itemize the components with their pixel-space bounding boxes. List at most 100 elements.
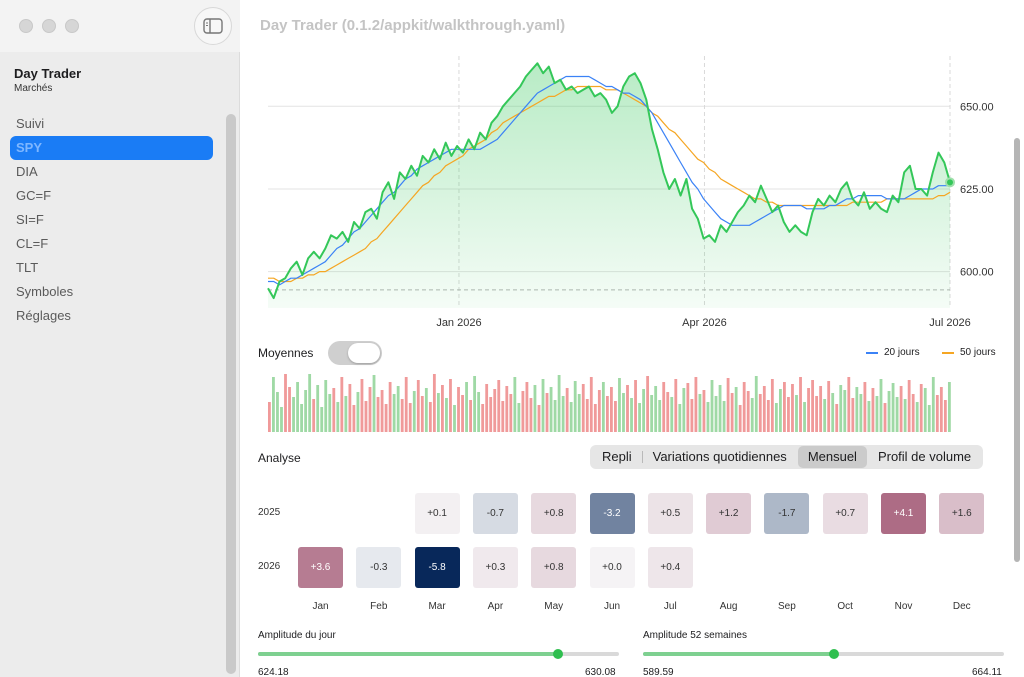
week52-range-track — [643, 649, 1004, 659]
sidebar-item-cl-f[interactable]: CL=F — [16, 236, 49, 251]
volume-bar — [565, 388, 569, 432]
volume-bar — [585, 399, 589, 432]
volume-bar — [525, 382, 529, 432]
legend-ma20: 20 jours — [866, 347, 920, 358]
volume-bar — [453, 405, 456, 432]
volume-bar — [935, 395, 939, 432]
sidebar-item-si-f[interactable]: SI=F — [16, 212, 44, 227]
volume-bar — [388, 382, 392, 432]
volume-bar — [561, 396, 565, 432]
volume-bar — [581, 384, 585, 432]
volume-bar — [541, 379, 545, 432]
volume-bar — [505, 386, 509, 432]
volume-bar — [400, 399, 404, 432]
close-window-button[interactable] — [19, 19, 33, 33]
volume-bar — [477, 392, 481, 432]
volume-bar — [787, 397, 790, 432]
tab-repli[interactable]: Repli — [602, 449, 632, 464]
heatmap-cell[interactable]: +0.0 — [589, 547, 635, 588]
analyse-segmented-control: Repli Variations quotidiennes Mensuel Profi… — [590, 445, 984, 469]
heatmap-cell[interactable]: +1.6 — [939, 493, 985, 534]
volume-bar — [778, 389, 782, 432]
volume-bar — [296, 382, 299, 432]
heatmap-cell[interactable]: -0.7 — [472, 493, 518, 534]
heatmap-cell[interactable]: +0.3 — [472, 547, 518, 588]
volume-bar — [328, 394, 332, 432]
heatmap-cell[interactable]: -0.3 — [356, 547, 402, 588]
heatmap-cell[interactable]: +3.6 — [298, 547, 343, 588]
sidebar-item-symboles[interactable]: Symboles — [16, 284, 74, 299]
heatmap-cell[interactable]: -5.8 — [414, 547, 460, 588]
heatmap-cell[interactable]: +0.5 — [647, 493, 693, 534]
volume-bar — [449, 379, 452, 432]
volume-bar — [887, 391, 891, 432]
heatmap-cell[interactable]: -1.7 — [764, 493, 810, 534]
sidebar-item-r-glages[interactable]: Réglages — [16, 308, 71, 323]
heatmap-cell[interactable]: +0.8 — [531, 547, 577, 588]
volume-bar — [614, 401, 617, 432]
volume-bar — [364, 401, 368, 432]
zoom-window-button[interactable] — [65, 19, 79, 33]
main-scrollbar[interactable] — [1014, 138, 1020, 562]
sidebar-item-suivi[interactable]: Suivi — [16, 116, 45, 131]
tab-mensuel[interactable]: Mensuel — [797, 446, 867, 468]
volume-bar — [372, 375, 376, 432]
heatmap-cell[interactable]: +0.7 — [822, 493, 868, 534]
heatmap-year-label: 2026 — [258, 561, 281, 572]
volume-bar — [734, 387, 738, 432]
volume-bar — [726, 378, 730, 432]
heatmap-cell[interactable]: +1.2 — [706, 493, 752, 534]
heatmap-cell[interactable]: +0.4 — [647, 547, 693, 588]
volume-bar — [626, 385, 629, 432]
heatmap-month-label: Sep — [777, 601, 796, 612]
volume-bar — [682, 388, 686, 432]
volume-bar — [284, 374, 287, 432]
legend-ma20-label: 20 jours — [884, 347, 920, 358]
sidebar-item-tlt[interactable]: TLT — [16, 260, 39, 275]
volume-bar — [875, 396, 879, 432]
minimize-window-button[interactable] — [42, 19, 56, 33]
volume-bar — [436, 393, 440, 432]
heatmap-cell[interactable]: +0.1 — [414, 493, 460, 534]
heatmap-month-label: Feb — [370, 601, 388, 612]
day-range-track — [258, 649, 619, 659]
price-chart[interactable]: 650.00 625.00 600.00 Jan 2026 Apr 2026 Jul 20… — [258, 52, 1008, 342]
volume-bar — [533, 385, 537, 432]
volume-bar — [927, 405, 931, 432]
volume-bar — [742, 382, 746, 432]
heatmap-cell[interactable]: +4.1 — [881, 493, 926, 534]
volume-bar — [348, 384, 352, 432]
window-title: Day Trader (0.1.2/appkit/walkthrough.yam… — [260, 17, 566, 34]
volume-bar — [352, 405, 356, 432]
volume-bar — [316, 385, 320, 432]
volume-bar — [597, 390, 601, 432]
volume-bar — [791, 384, 794, 432]
volume-bar — [686, 383, 690, 432]
tab-variations-quotidiennes[interactable]: Variations quotidiennes — [652, 449, 787, 464]
sidebar-toggle-button[interactable] — [194, 7, 232, 45]
volume-bar — [501, 401, 505, 432]
heatmap-cell[interactable]: -3.2 — [589, 493, 635, 534]
volume-bar — [577, 394, 581, 432]
heatmap-month-label: Jan — [312, 601, 329, 612]
volume-bar — [332, 388, 336, 432]
sidebar-scrollbar[interactable] — [226, 114, 236, 674]
volume-bar — [650, 395, 654, 432]
ma20-line — [268, 75, 950, 286]
moyennes-toggle[interactable] — [328, 341, 382, 365]
heatmap-cell[interactable]: +0.8 — [531, 493, 577, 534]
tab-profil-de-volume[interactable]: Profil de volume — [877, 449, 972, 464]
sidebar-item-spy[interactable]: SPY — [10, 136, 213, 160]
sidebar-item-gc-f[interactable]: GC=F — [16, 188, 52, 203]
moyennes-label: Moyennes — [258, 346, 314, 360]
heatmap-month-label: Jul — [663, 601, 677, 612]
volume-bar — [312, 399, 316, 432]
volume-bar — [702, 390, 706, 432]
volume-bar — [706, 402, 710, 432]
volume-bar — [947, 382, 951, 432]
volume-bar — [489, 397, 493, 432]
sidebar-item-dia[interactable]: DIA — [16, 164, 38, 179]
volume-bar — [919, 384, 923, 432]
volume-bar — [553, 400, 557, 432]
volume-bar — [831, 393, 835, 432]
